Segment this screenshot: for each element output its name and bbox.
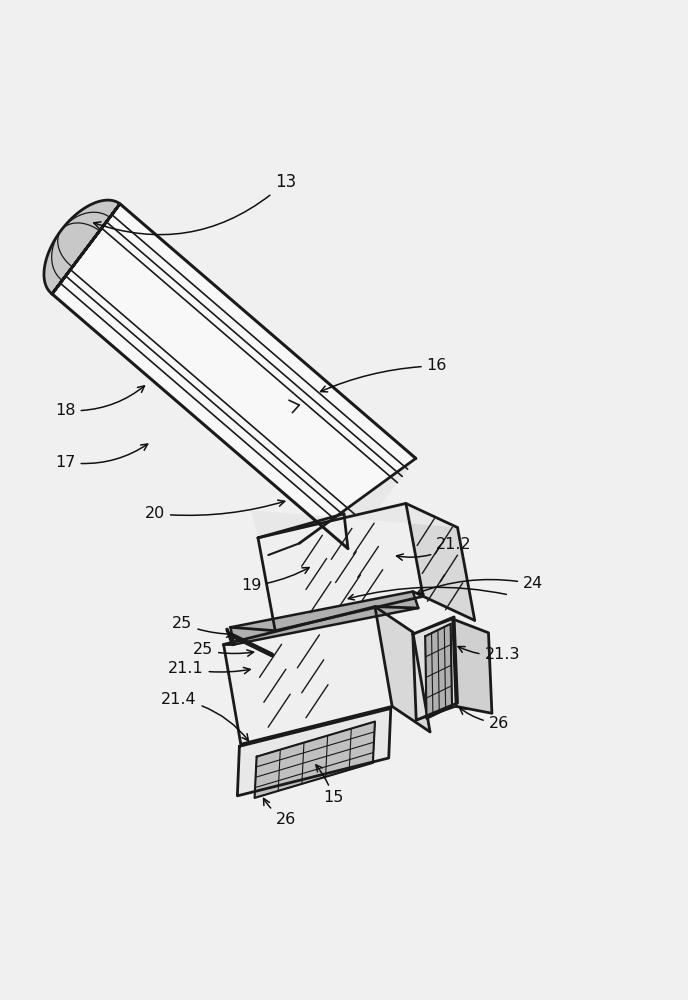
Polygon shape <box>425 624 452 719</box>
Polygon shape <box>413 617 458 720</box>
Polygon shape <box>251 503 458 538</box>
Polygon shape <box>375 607 430 732</box>
Text: 17: 17 <box>55 444 148 470</box>
Polygon shape <box>230 592 418 644</box>
Polygon shape <box>453 619 492 713</box>
Text: 20: 20 <box>144 500 285 521</box>
Text: 15: 15 <box>316 765 344 805</box>
Polygon shape <box>258 503 423 631</box>
Text: 21.3: 21.3 <box>458 647 520 662</box>
Polygon shape <box>44 200 120 294</box>
Polygon shape <box>237 708 391 796</box>
Text: 26: 26 <box>460 708 509 731</box>
Text: 25: 25 <box>172 616 233 637</box>
Polygon shape <box>406 503 475 620</box>
Text: 18: 18 <box>55 386 144 418</box>
Polygon shape <box>299 458 416 548</box>
Text: 21.2: 21.2 <box>396 537 472 560</box>
Text: 21.4: 21.4 <box>161 692 248 741</box>
Polygon shape <box>52 204 416 548</box>
Text: 16: 16 <box>321 358 447 392</box>
Text: 19: 19 <box>241 568 309 593</box>
Text: 21.1: 21.1 <box>168 661 250 676</box>
Text: 25: 25 <box>193 642 254 657</box>
Text: 24: 24 <box>417 576 544 594</box>
Text: 26: 26 <box>264 798 296 827</box>
Text: 13: 13 <box>94 173 296 235</box>
Polygon shape <box>255 722 375 798</box>
Polygon shape <box>224 607 392 744</box>
